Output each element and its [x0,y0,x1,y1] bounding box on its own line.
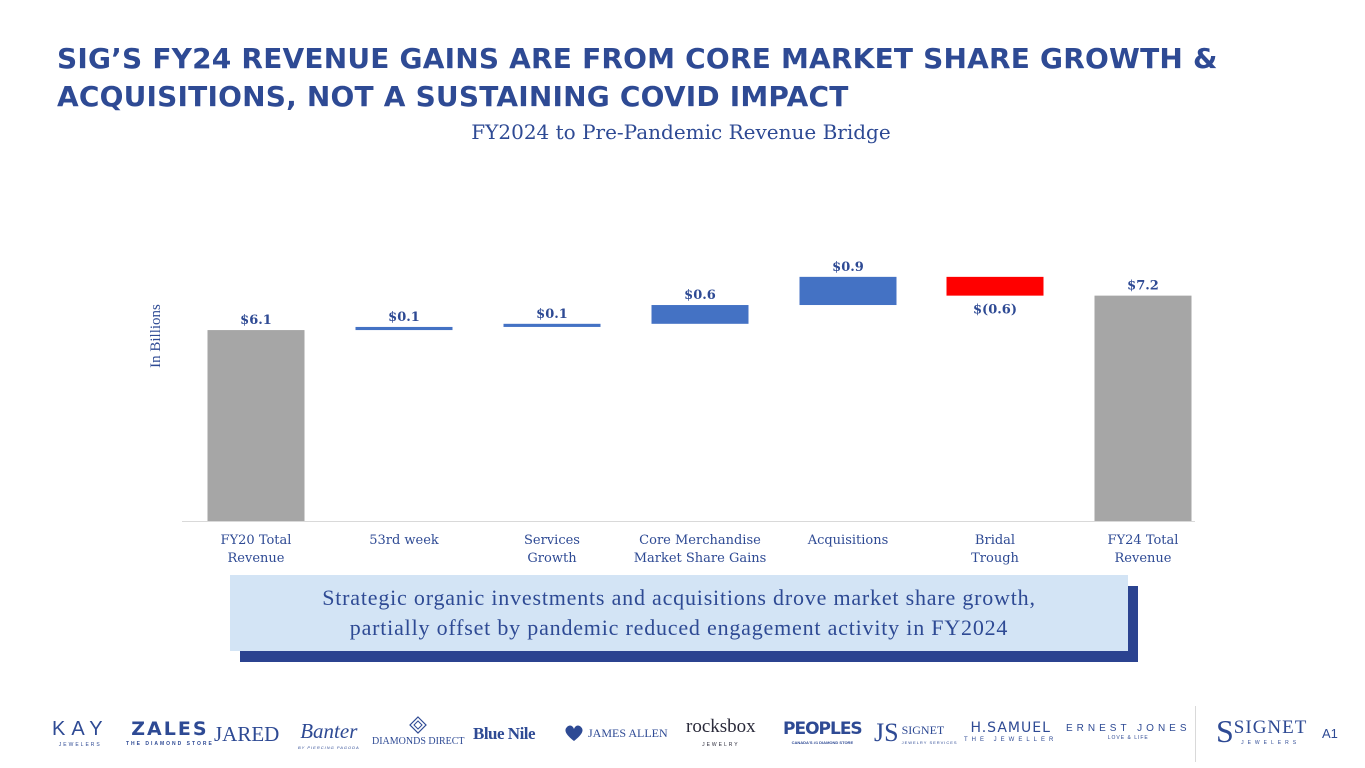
category-label-2: 53rd week [369,533,439,548]
bar-5 [799,276,897,306]
bar-2 [355,326,453,331]
data-label-3: $0.1 [536,307,568,322]
title-line-1: SIG’S FY24 REVENUE GAINS ARE FROM CORE M… [57,42,1218,75]
data-label-7: $7.2 [1127,279,1159,294]
callout-line-2: partially offset by pandemic reduced eng… [349,615,1009,640]
category-label-6: Bridal Trough [971,533,1019,566]
signet-services-logo: JS SIGNET JEWELRY SERVICES [874,718,958,747]
y-axis-label: In Billions [148,304,164,368]
category-label-1: FY20 Total Revenue [221,533,292,566]
js-monogram: JS [874,718,899,747]
data-label-2: $0.1 [388,310,420,325]
page-title: SIG’S FY24 REVENUE GAINS ARE FROM CORE M… [57,40,1307,116]
footer-divider [1195,706,1196,762]
title-line-2: ACQUISITIONS, NOT A SUSTAINING COVID IMP… [57,80,849,113]
page-number: A1 [1322,726,1338,741]
peoples-logo: PEOPLES CANADA'S #1 DIAMOND STORE [783,719,863,745]
category-label-7: FY24 Total Revenue [1108,533,1179,566]
signet-s-monogram: S [1216,713,1234,749]
blue-nile-logo: Blue Nile [473,724,536,743]
diamond-icon [409,716,428,734]
kay-logo: KAY JEWELERS [52,718,109,748]
diamonds-direct-logo: DIAMONDS DIRECT [372,716,465,747]
callout-line-1: Strategic organic investments and acquis… [322,585,1036,610]
signet-jewelers-logo: S SIGNET JEWELERS [1216,713,1308,749]
bars-group [207,276,1192,521]
callout-box: Strategic organic investments and acquis… [230,575,1128,651]
category-label-4: Core Merchandise Market Share Gains [634,533,767,566]
hsamuel-logo: H.SAMUEL THE JEWELLER [964,720,1058,743]
zales-logo: ZALES THE DIAMOND STORE [126,718,214,747]
data-labels-group: $6.1 $0.1 $0.1 $0.6 $0.9 $(0.6) $7.2 [240,260,1159,328]
bar-4 [651,305,749,324]
category-label-3: Services Growth [524,533,580,566]
bar-3 [503,323,601,327]
banter-logo: Banter BY PIERCING PAGODA [298,719,360,750]
chart-title: FY2024 to Pre-Pandemic Revenue Bridge [471,120,890,144]
bar-7 [1094,295,1192,521]
bar-6 [946,276,1044,296]
ernest-jones-logo: ERNEST JONES LOVE & LIFE [1066,723,1191,741]
category-labels-group: FY20 Total Revenue 53rd week Services Growth… [221,533,1179,566]
bar-1 [207,330,305,521]
jared-logo: JARED [214,722,280,746]
data-label-4: $0.6 [684,288,716,303]
rocksbox-logo: rocksbox JEWELRY [686,716,756,748]
data-label-5: $0.9 [832,260,864,275]
james-allen-logo: JAMES ALLEN [563,724,668,742]
data-label-1: $6.1 [240,313,272,328]
data-label-6: $(0.6) [973,303,1017,318]
heart-icon [565,725,583,741]
revenue-bridge-chart: FY2024 to Pre-Pandemic Revenue Bridge In… [148,120,1195,566]
category-label-5: Acquisitions [807,533,889,548]
